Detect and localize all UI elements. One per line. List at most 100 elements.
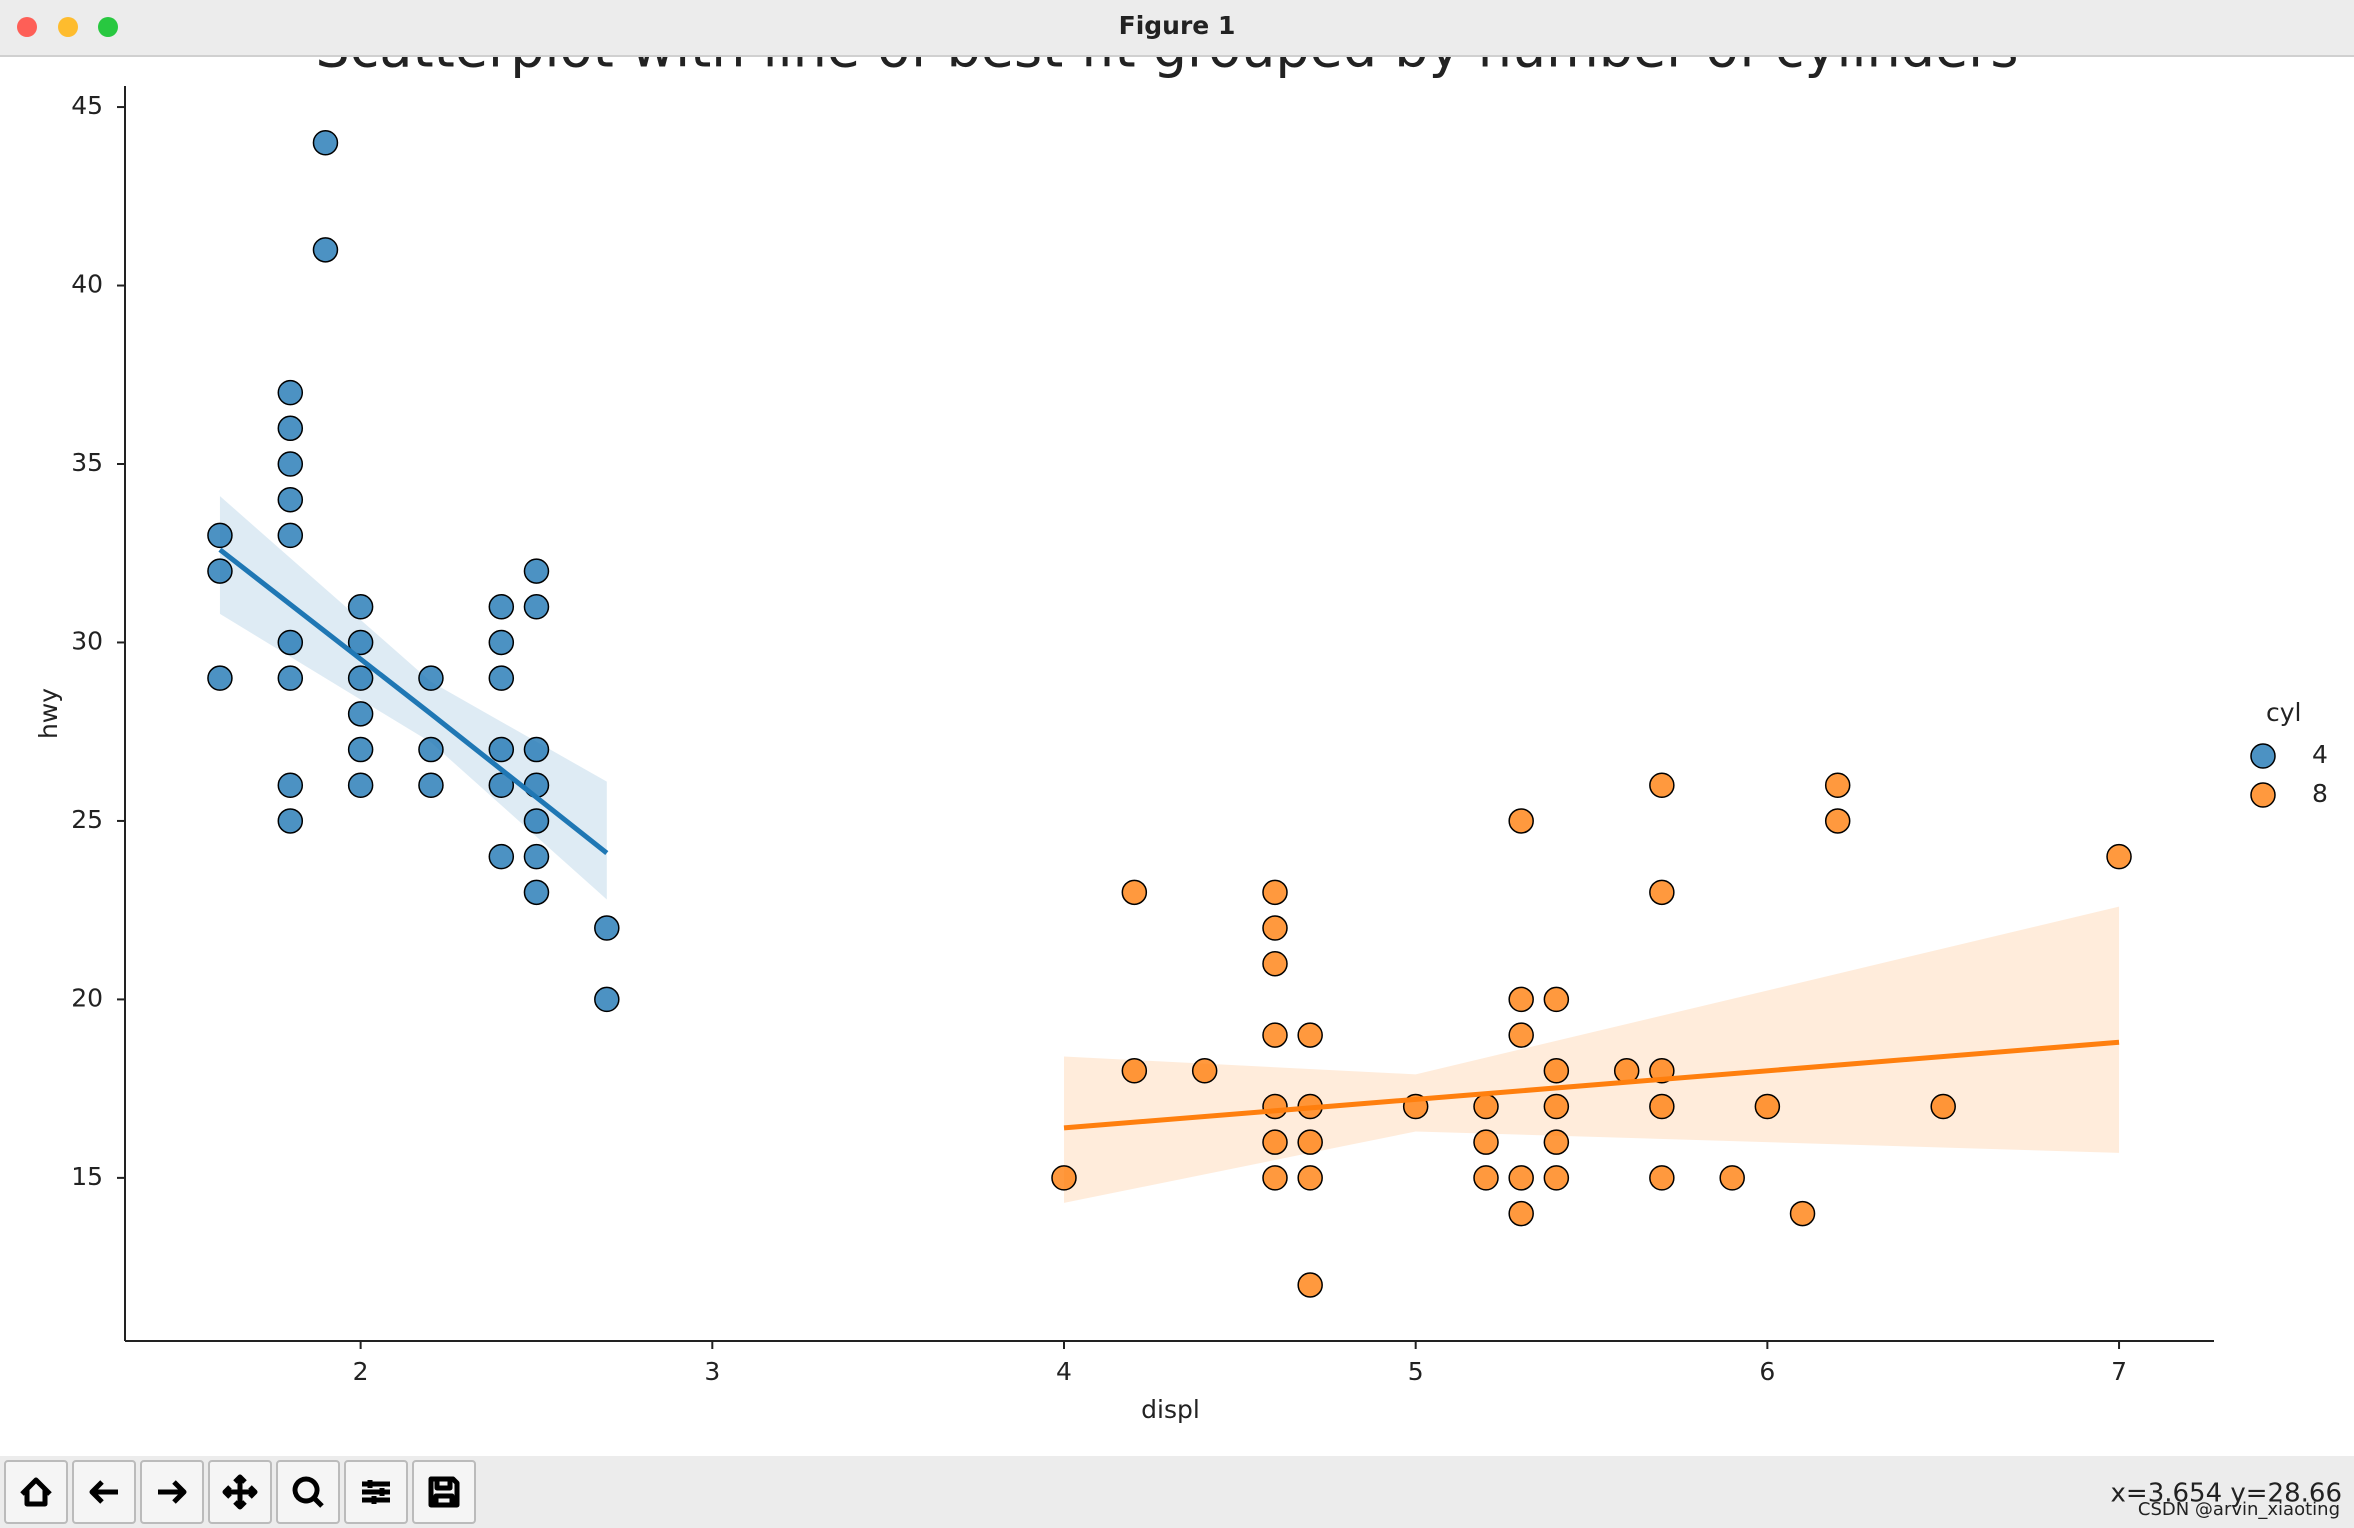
point xyxy=(1824,772,1851,798)
point xyxy=(1508,1022,1534,1048)
point xyxy=(1262,1165,1288,1191)
point xyxy=(1297,1165,1323,1191)
point xyxy=(1789,1200,1816,1227)
toolbar-icon xyxy=(222,1474,258,1510)
point xyxy=(1649,879,1675,906)
point xyxy=(1262,1129,1288,1155)
point xyxy=(418,736,444,763)
legend-label: 8 xyxy=(2312,779,2328,808)
zoom-button[interactable] xyxy=(98,17,118,37)
point xyxy=(1649,1165,1675,1191)
point xyxy=(1121,879,1148,906)
point xyxy=(347,701,374,727)
x-tick-label: 2 xyxy=(353,1357,369,1386)
point xyxy=(488,629,515,656)
point xyxy=(418,772,444,798)
y-tick-label: 35 xyxy=(71,448,103,477)
point xyxy=(523,558,550,584)
point xyxy=(1297,1129,1323,1155)
point xyxy=(277,808,304,834)
point xyxy=(347,736,374,763)
watermark: CSDN @arvin_xiaoting xyxy=(2138,1499,2340,1520)
point xyxy=(1824,808,1851,834)
window-title: Figure 1 xyxy=(1119,11,1236,40)
point xyxy=(1543,1093,1570,1120)
toolbar-icon xyxy=(362,1480,390,1504)
x-axis-label: displ xyxy=(1141,1395,1200,1424)
toolbar-icon xyxy=(292,1476,324,1508)
point xyxy=(488,772,515,798)
x-tick-label: 4 xyxy=(1056,1357,1072,1386)
point xyxy=(207,522,233,549)
toolbar-buttons xyxy=(4,1460,476,1524)
minimize-button[interactable] xyxy=(58,17,78,37)
point xyxy=(1473,1129,1499,1155)
toolbar-icon xyxy=(158,1480,187,1504)
toolbar-icon xyxy=(428,1476,460,1508)
x-tick-label: 5 xyxy=(1408,1357,1424,1386)
point xyxy=(1297,1022,1323,1048)
point xyxy=(523,594,550,620)
x-tick-label: 3 xyxy=(704,1357,720,1386)
point xyxy=(1262,1022,1288,1048)
point xyxy=(2106,843,2132,870)
point xyxy=(347,594,374,620)
point xyxy=(347,665,374,691)
point xyxy=(488,736,515,763)
point xyxy=(1543,986,1570,1013)
point xyxy=(277,451,304,477)
point xyxy=(488,594,515,620)
toolbar-button[interactable] xyxy=(4,1460,68,1524)
legend-label: 4 xyxy=(2312,740,2328,769)
x-tick-label: 7 xyxy=(2111,1357,2127,1386)
point xyxy=(523,879,550,906)
point xyxy=(277,629,304,656)
point xyxy=(1649,1093,1675,1120)
point xyxy=(347,629,374,656)
point xyxy=(312,237,339,263)
point xyxy=(277,415,304,442)
point xyxy=(1719,1165,1745,1191)
y-tick-label: 20 xyxy=(71,983,103,1012)
point xyxy=(418,665,444,691)
point xyxy=(207,558,233,584)
point xyxy=(277,665,304,691)
point xyxy=(277,486,304,513)
point xyxy=(1930,1093,1956,1120)
x-tick-label: 6 xyxy=(1759,1357,1775,1386)
point xyxy=(1262,1093,1288,1120)
point xyxy=(1754,1093,1781,1120)
toolbar-button[interactable] xyxy=(412,1460,476,1524)
y-tick-label: 15 xyxy=(71,1162,103,1191)
point xyxy=(1543,1165,1570,1191)
point xyxy=(1543,1058,1570,1084)
toolbar-icon xyxy=(20,1477,52,1507)
point xyxy=(594,986,620,1013)
point xyxy=(1508,1200,1534,1227)
close-button[interactable] xyxy=(17,17,37,37)
point xyxy=(1649,772,1675,798)
point xyxy=(1473,1165,1499,1191)
y-axis-label: hwy xyxy=(34,688,63,739)
point xyxy=(1262,950,1288,977)
legend-marker xyxy=(2250,743,2276,769)
legend-title: cyl xyxy=(2266,698,2302,727)
y-tick-label: 40 xyxy=(71,270,103,299)
point xyxy=(523,808,550,834)
toolbar-button[interactable] xyxy=(276,1460,340,1524)
point xyxy=(1051,1165,1077,1191)
point xyxy=(488,665,515,691)
point xyxy=(277,379,304,406)
point xyxy=(207,665,233,691)
legend-marker xyxy=(2250,782,2276,808)
y-tick-label: 30 xyxy=(71,626,103,655)
confidence-band xyxy=(1063,906,2120,1203)
point xyxy=(488,843,515,870)
title-bar xyxy=(0,0,2354,56)
point xyxy=(523,843,550,870)
point xyxy=(1191,1058,1218,1084)
point xyxy=(1543,1129,1570,1155)
